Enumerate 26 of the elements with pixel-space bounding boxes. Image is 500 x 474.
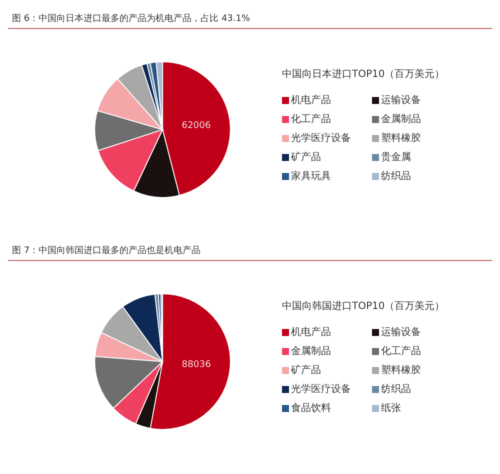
legend-label: 贵金属 — [381, 150, 411, 164]
legend-label: 纺织品 — [381, 382, 411, 396]
legend-label: 运输设备 — [381, 94, 421, 107]
chart-title: 图 7：中国向韩国进口最多的产品也是机电产品 — [8, 240, 492, 261]
legend-label: 塑料橡胶 — [381, 364, 421, 377]
legend-label: 食品饮料 — [291, 402, 331, 415]
legend-label: 矿产品 — [291, 364, 321, 377]
legend-label: 金属制品 — [381, 112, 421, 126]
legend-label: 塑料橡胶 — [381, 132, 421, 145]
legend-label: 化工产品 — [381, 344, 421, 358]
legend-label: 机电产品 — [291, 94, 331, 107]
legend-label: 机电产品 — [291, 326, 331, 339]
chart-title: 图 6：中国向日本进口最多的产品为机电产品，占比 43.1% — [8, 8, 492, 29]
legend-label: 矿产品 — [291, 150, 321, 164]
legend-label: 纸张 — [381, 402, 401, 415]
legend-label: 运输设备 — [381, 326, 421, 339]
legend-label: 金属制品 — [291, 344, 331, 358]
legend-title: 中国向日本进口TOP10（百万美元） — [282, 68, 446, 81]
legend-label: 家具玩具 — [291, 170, 331, 183]
data-label: 62006 — [182, 120, 211, 131]
legend-label: 化工产品 — [291, 112, 331, 126]
legend-label: 光学医疗设备 — [291, 382, 351, 396]
data-label: 88036 — [182, 359, 212, 370]
legend-title: 中国向韩国进口TOP10（百万美元） — [282, 300, 446, 313]
legend-label: 纺织品 — [381, 170, 411, 183]
legend-label: 光学医疗设备 — [291, 132, 351, 145]
